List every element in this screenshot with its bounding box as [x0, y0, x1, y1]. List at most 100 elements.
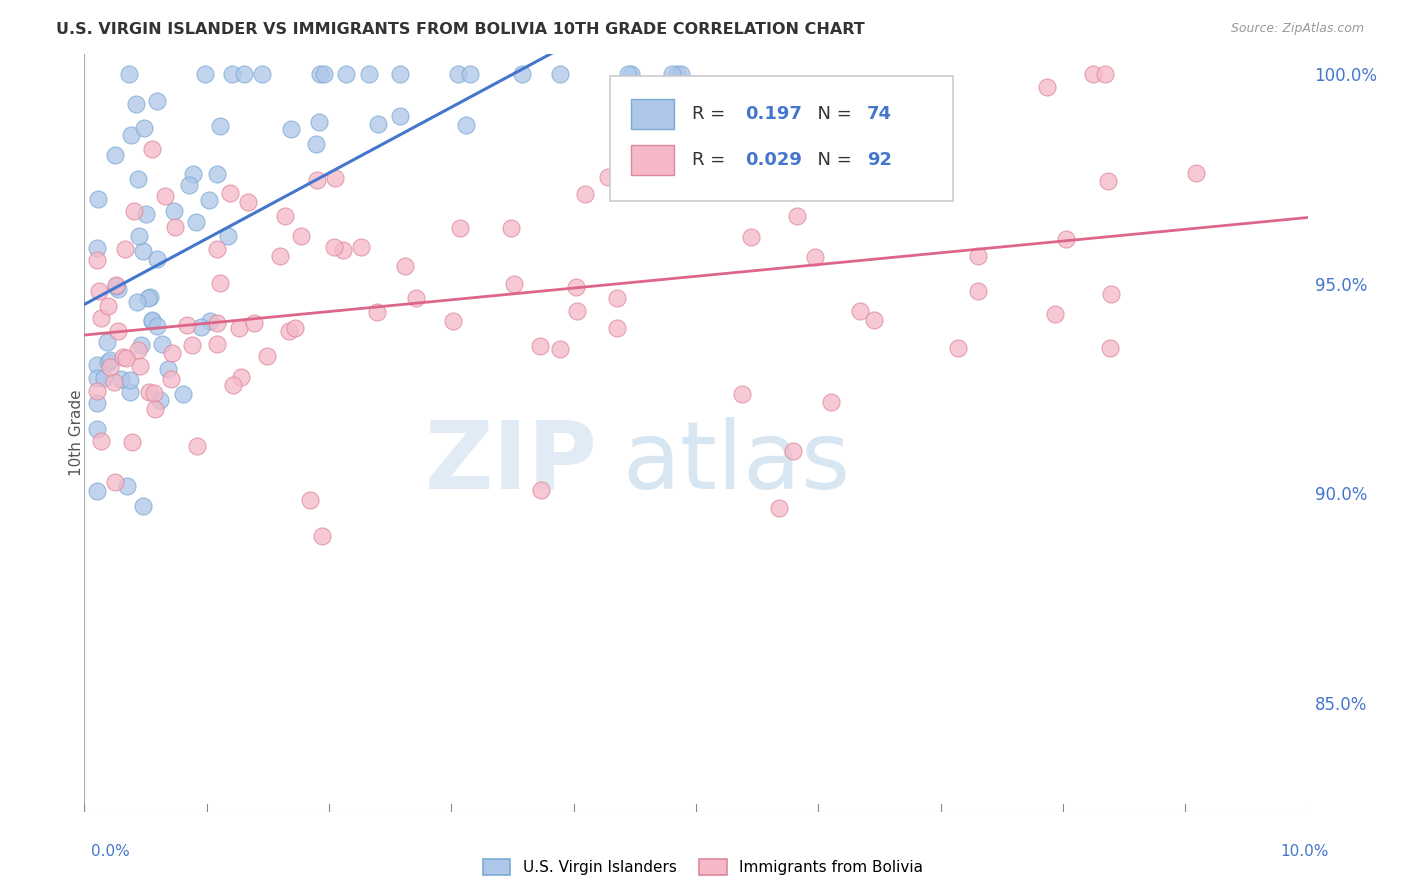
Point — [389, 109, 412, 123]
Point — [87, 192, 110, 206]
Point — [146, 252, 169, 267]
Legend: U.S. Virgin Islanders, Immigrants from Bolivia: U.S. Virgin Islanders, Immigrants from B… — [482, 860, 924, 875]
Text: Source: ZipAtlas.com: Source: ZipAtlas.com — [1230, 22, 1364, 36]
Point — [86, 484, 108, 499]
Point — [804, 250, 827, 264]
Point — [104, 278, 127, 293]
Point — [93, 371, 115, 385]
Point — [865, 152, 887, 166]
Point — [231, 370, 253, 384]
Point — [221, 67, 243, 81]
Point — [307, 173, 329, 187]
Point — [283, 321, 305, 335]
Point — [529, 338, 551, 352]
Point — [669, 67, 692, 81]
Point — [447, 67, 470, 81]
Point — [165, 219, 187, 234]
Point — [617, 67, 640, 81]
Point — [1099, 287, 1122, 301]
Point — [97, 355, 120, 369]
Point — [849, 304, 872, 318]
Point — [181, 338, 204, 352]
Point — [530, 483, 553, 498]
Point — [143, 401, 166, 416]
Point — [299, 493, 322, 508]
Point — [565, 280, 588, 294]
Point — [194, 67, 217, 81]
Point — [104, 148, 127, 162]
Point — [335, 67, 357, 81]
Point — [107, 282, 129, 296]
Point — [141, 142, 163, 156]
Point — [219, 186, 242, 200]
Point — [574, 187, 596, 202]
Point — [90, 434, 112, 448]
Text: 0.0%: 0.0% — [91, 845, 131, 859]
Text: atlas: atlas — [623, 417, 851, 509]
Text: 0.197: 0.197 — [745, 105, 801, 123]
Point — [274, 209, 297, 223]
Point — [139, 290, 162, 304]
Point — [197, 194, 219, 208]
Point — [966, 249, 988, 263]
Point — [256, 349, 278, 363]
Point — [1043, 308, 1066, 322]
Point — [661, 67, 683, 81]
Point — [110, 372, 132, 386]
Point — [454, 118, 477, 132]
Point — [308, 67, 330, 81]
Point — [136, 291, 159, 305]
Point — [205, 316, 228, 330]
Point — [132, 499, 155, 513]
Point — [449, 221, 471, 235]
Point — [98, 353, 121, 368]
Text: 0.029: 0.029 — [745, 151, 801, 169]
Point — [112, 351, 135, 365]
Point — [366, 304, 388, 318]
Point — [103, 375, 125, 389]
Point — [207, 337, 229, 351]
Point — [86, 422, 108, 436]
Point — [312, 67, 335, 81]
Point — [606, 291, 628, 305]
Point — [125, 96, 148, 111]
Point — [232, 67, 254, 81]
Point — [502, 277, 524, 292]
Point — [120, 128, 142, 142]
Point — [1094, 67, 1116, 81]
Text: R =: R = — [692, 105, 731, 123]
Point — [967, 284, 990, 298]
Text: U.S. VIRGIN ISLANDER VS IMMIGRANTS FROM BOLIVIA 10TH GRADE CORRELATION CHART: U.S. VIRGIN ISLANDER VS IMMIGRANTS FROM … — [56, 22, 865, 37]
Point — [389, 67, 412, 81]
Point — [118, 373, 141, 387]
Point — [269, 249, 291, 263]
Point — [179, 178, 201, 192]
Point — [156, 362, 179, 376]
FancyBboxPatch shape — [610, 77, 953, 202]
Point — [357, 67, 380, 81]
Point — [290, 229, 312, 244]
Point — [121, 435, 143, 450]
Point — [1036, 79, 1059, 94]
Point — [209, 120, 232, 134]
Point — [205, 167, 228, 181]
Point — [86, 252, 108, 267]
Point — [548, 67, 571, 81]
Text: ZIP: ZIP — [425, 417, 598, 509]
Point — [104, 279, 127, 293]
Point — [118, 385, 141, 400]
Point — [367, 117, 389, 131]
Point — [118, 67, 141, 81]
Point — [90, 310, 112, 325]
Point — [141, 312, 163, 326]
Point — [305, 136, 328, 151]
Point — [155, 189, 177, 203]
Point — [222, 377, 245, 392]
Point — [1054, 232, 1077, 246]
Point — [394, 259, 416, 273]
Bar — [631, 145, 673, 175]
Point — [820, 395, 842, 409]
Text: R =: R = — [692, 151, 731, 169]
Point — [86, 358, 108, 372]
Point — [132, 244, 155, 258]
